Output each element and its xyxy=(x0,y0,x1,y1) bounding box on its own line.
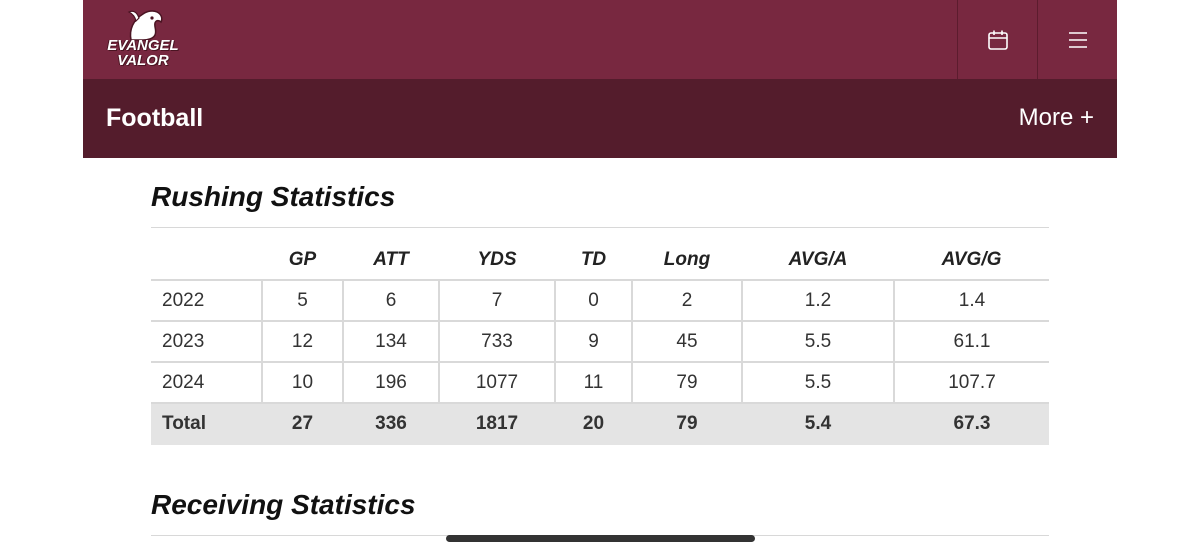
table-cell: 2024 xyxy=(151,361,263,404)
column-header: TD xyxy=(555,240,632,281)
hamburger-menu-icon xyxy=(1068,31,1087,48)
table-header-row: GP ATT YDS TD Long AVG/A AVG/G xyxy=(151,240,1049,281)
table-cell: 2023 xyxy=(151,320,263,363)
table-cell: 5.5 xyxy=(741,320,895,363)
column-header: AVG/G xyxy=(894,240,1049,281)
table-total-row: Total 27 336 1817 20 79 5.4 67.3 xyxy=(151,402,1049,445)
table-cell: 79 xyxy=(631,402,743,445)
logo-line-1: EVANGEL xyxy=(107,37,179,54)
table-cell: 134 xyxy=(342,320,440,363)
column-header: GP xyxy=(262,240,343,281)
logo-line-2: VALOR xyxy=(117,52,169,69)
column-header: Long xyxy=(632,240,742,281)
table-cell: 6 xyxy=(342,279,440,322)
table-cell: 11 xyxy=(554,361,633,404)
table-cell: 733 xyxy=(438,320,556,363)
table-cell: Total xyxy=(151,402,263,445)
column-header xyxy=(151,240,262,281)
table-cell: 5.4 xyxy=(741,402,895,445)
table-cell: 67.3 xyxy=(893,402,1049,445)
table-cell: 1817 xyxy=(438,402,556,445)
rushing-statistics-heading: Rushing Statistics xyxy=(151,181,396,212)
table-row: 2023 12 134 733 9 45 5.5 61.1 xyxy=(151,320,1049,363)
table-cell: 27 xyxy=(261,402,344,445)
table-cell: 7 xyxy=(438,279,556,322)
column-header: AVG/A xyxy=(742,240,894,281)
table-cell: 196 xyxy=(342,361,440,404)
calendar-icon xyxy=(987,30,1008,50)
table-cell: 336 xyxy=(342,402,440,445)
receiving-statistics-heading: Receiving Statistics xyxy=(151,489,416,520)
section-divider xyxy=(151,227,1049,228)
table-cell: 107.7 xyxy=(893,361,1049,404)
table-cell: 5.5 xyxy=(741,361,895,404)
table-cell: 61.1 xyxy=(893,320,1049,363)
table-cell: 9 xyxy=(554,320,633,363)
top-bar: EVANGEL VALOR xyxy=(83,0,1117,79)
sport-title: Football xyxy=(106,104,204,132)
menu-button[interactable] xyxy=(1037,0,1117,79)
table-cell: 2 xyxy=(631,279,743,322)
sport-nav-bar: Football More + xyxy=(83,79,1117,158)
mustang-head-icon xyxy=(127,10,163,41)
table-row: 2022 5 6 7 0 2 1.2 1.4 xyxy=(151,279,1049,322)
column-header: YDS xyxy=(439,240,555,281)
rushing-stats-table: GP ATT YDS TD Long AVG/A AVG/G 2022 5 6 … xyxy=(151,240,1049,445)
horizontal-scrollbar[interactable] xyxy=(446,535,755,542)
table-cell: 1.2 xyxy=(741,279,895,322)
table-cell: 10 xyxy=(261,361,344,404)
table-cell: 1.4 xyxy=(893,279,1049,322)
table-cell: 45 xyxy=(631,320,743,363)
table-cell: 79 xyxy=(631,361,743,404)
table-cell: 1077 xyxy=(438,361,556,404)
table-cell: 20 xyxy=(554,402,633,445)
calendar-button[interactable] xyxy=(957,0,1037,79)
table-row: 2024 10 196 1077 11 79 5.5 107.7 xyxy=(151,361,1049,404)
more-menu-button[interactable]: More + xyxy=(1018,104,1094,131)
table-cell: 12 xyxy=(261,320,344,363)
table-cell: 5 xyxy=(261,279,344,322)
column-header: ATT xyxy=(343,240,439,281)
table-cell: 0 xyxy=(554,279,633,322)
evangel-valor-logo[interactable]: EVANGEL VALOR xyxy=(103,8,183,70)
table-cell: 2022 xyxy=(151,279,263,322)
